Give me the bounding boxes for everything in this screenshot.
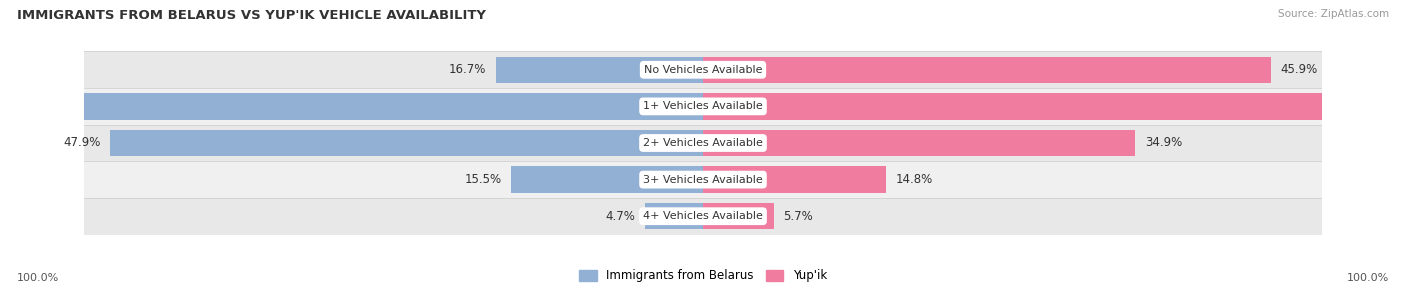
Text: 4.7%: 4.7% [605,210,636,223]
Text: 45.9%: 45.9% [1281,63,1317,76]
Text: No Vehicles Available: No Vehicles Available [644,65,762,75]
Bar [703,203,773,229]
Bar [703,93,1406,120]
Text: 47.9%: 47.9% [63,136,100,150]
Bar [84,88,1322,125]
Text: IMMIGRANTS FROM BELARUS VS YUP'IK VEHICLE AVAILABILITY: IMMIGRANTS FROM BELARUS VS YUP'IK VEHICL… [17,9,486,21]
Text: 100.0%: 100.0% [17,273,59,283]
Text: 3+ Vehicles Available: 3+ Vehicles Available [643,175,763,184]
Bar [512,166,703,193]
Bar [84,161,1322,198]
Bar [110,130,703,156]
Bar [645,203,703,229]
Text: Source: ZipAtlas.com: Source: ZipAtlas.com [1278,9,1389,19]
Text: 2+ Vehicles Available: 2+ Vehicles Available [643,138,763,148]
Text: 14.8%: 14.8% [896,173,934,186]
Text: 16.7%: 16.7% [449,63,486,76]
Bar [703,166,886,193]
Text: 15.5%: 15.5% [464,173,502,186]
Text: 34.9%: 34.9% [1144,136,1182,150]
Bar [84,198,1322,235]
Bar [84,51,1322,88]
Text: 100.0%: 100.0% [1347,273,1389,283]
Text: 4+ Vehicles Available: 4+ Vehicles Available [643,211,763,221]
Bar [703,57,1271,83]
Legend: Immigrants from Belarus, Yup'ik: Immigrants from Belarus, Yup'ik [574,265,832,286]
Bar [703,130,1135,156]
Bar [0,93,703,120]
Bar [84,125,1322,161]
Text: 1+ Vehicles Available: 1+ Vehicles Available [643,102,763,111]
Bar [496,57,703,83]
Text: 5.7%: 5.7% [783,210,813,223]
